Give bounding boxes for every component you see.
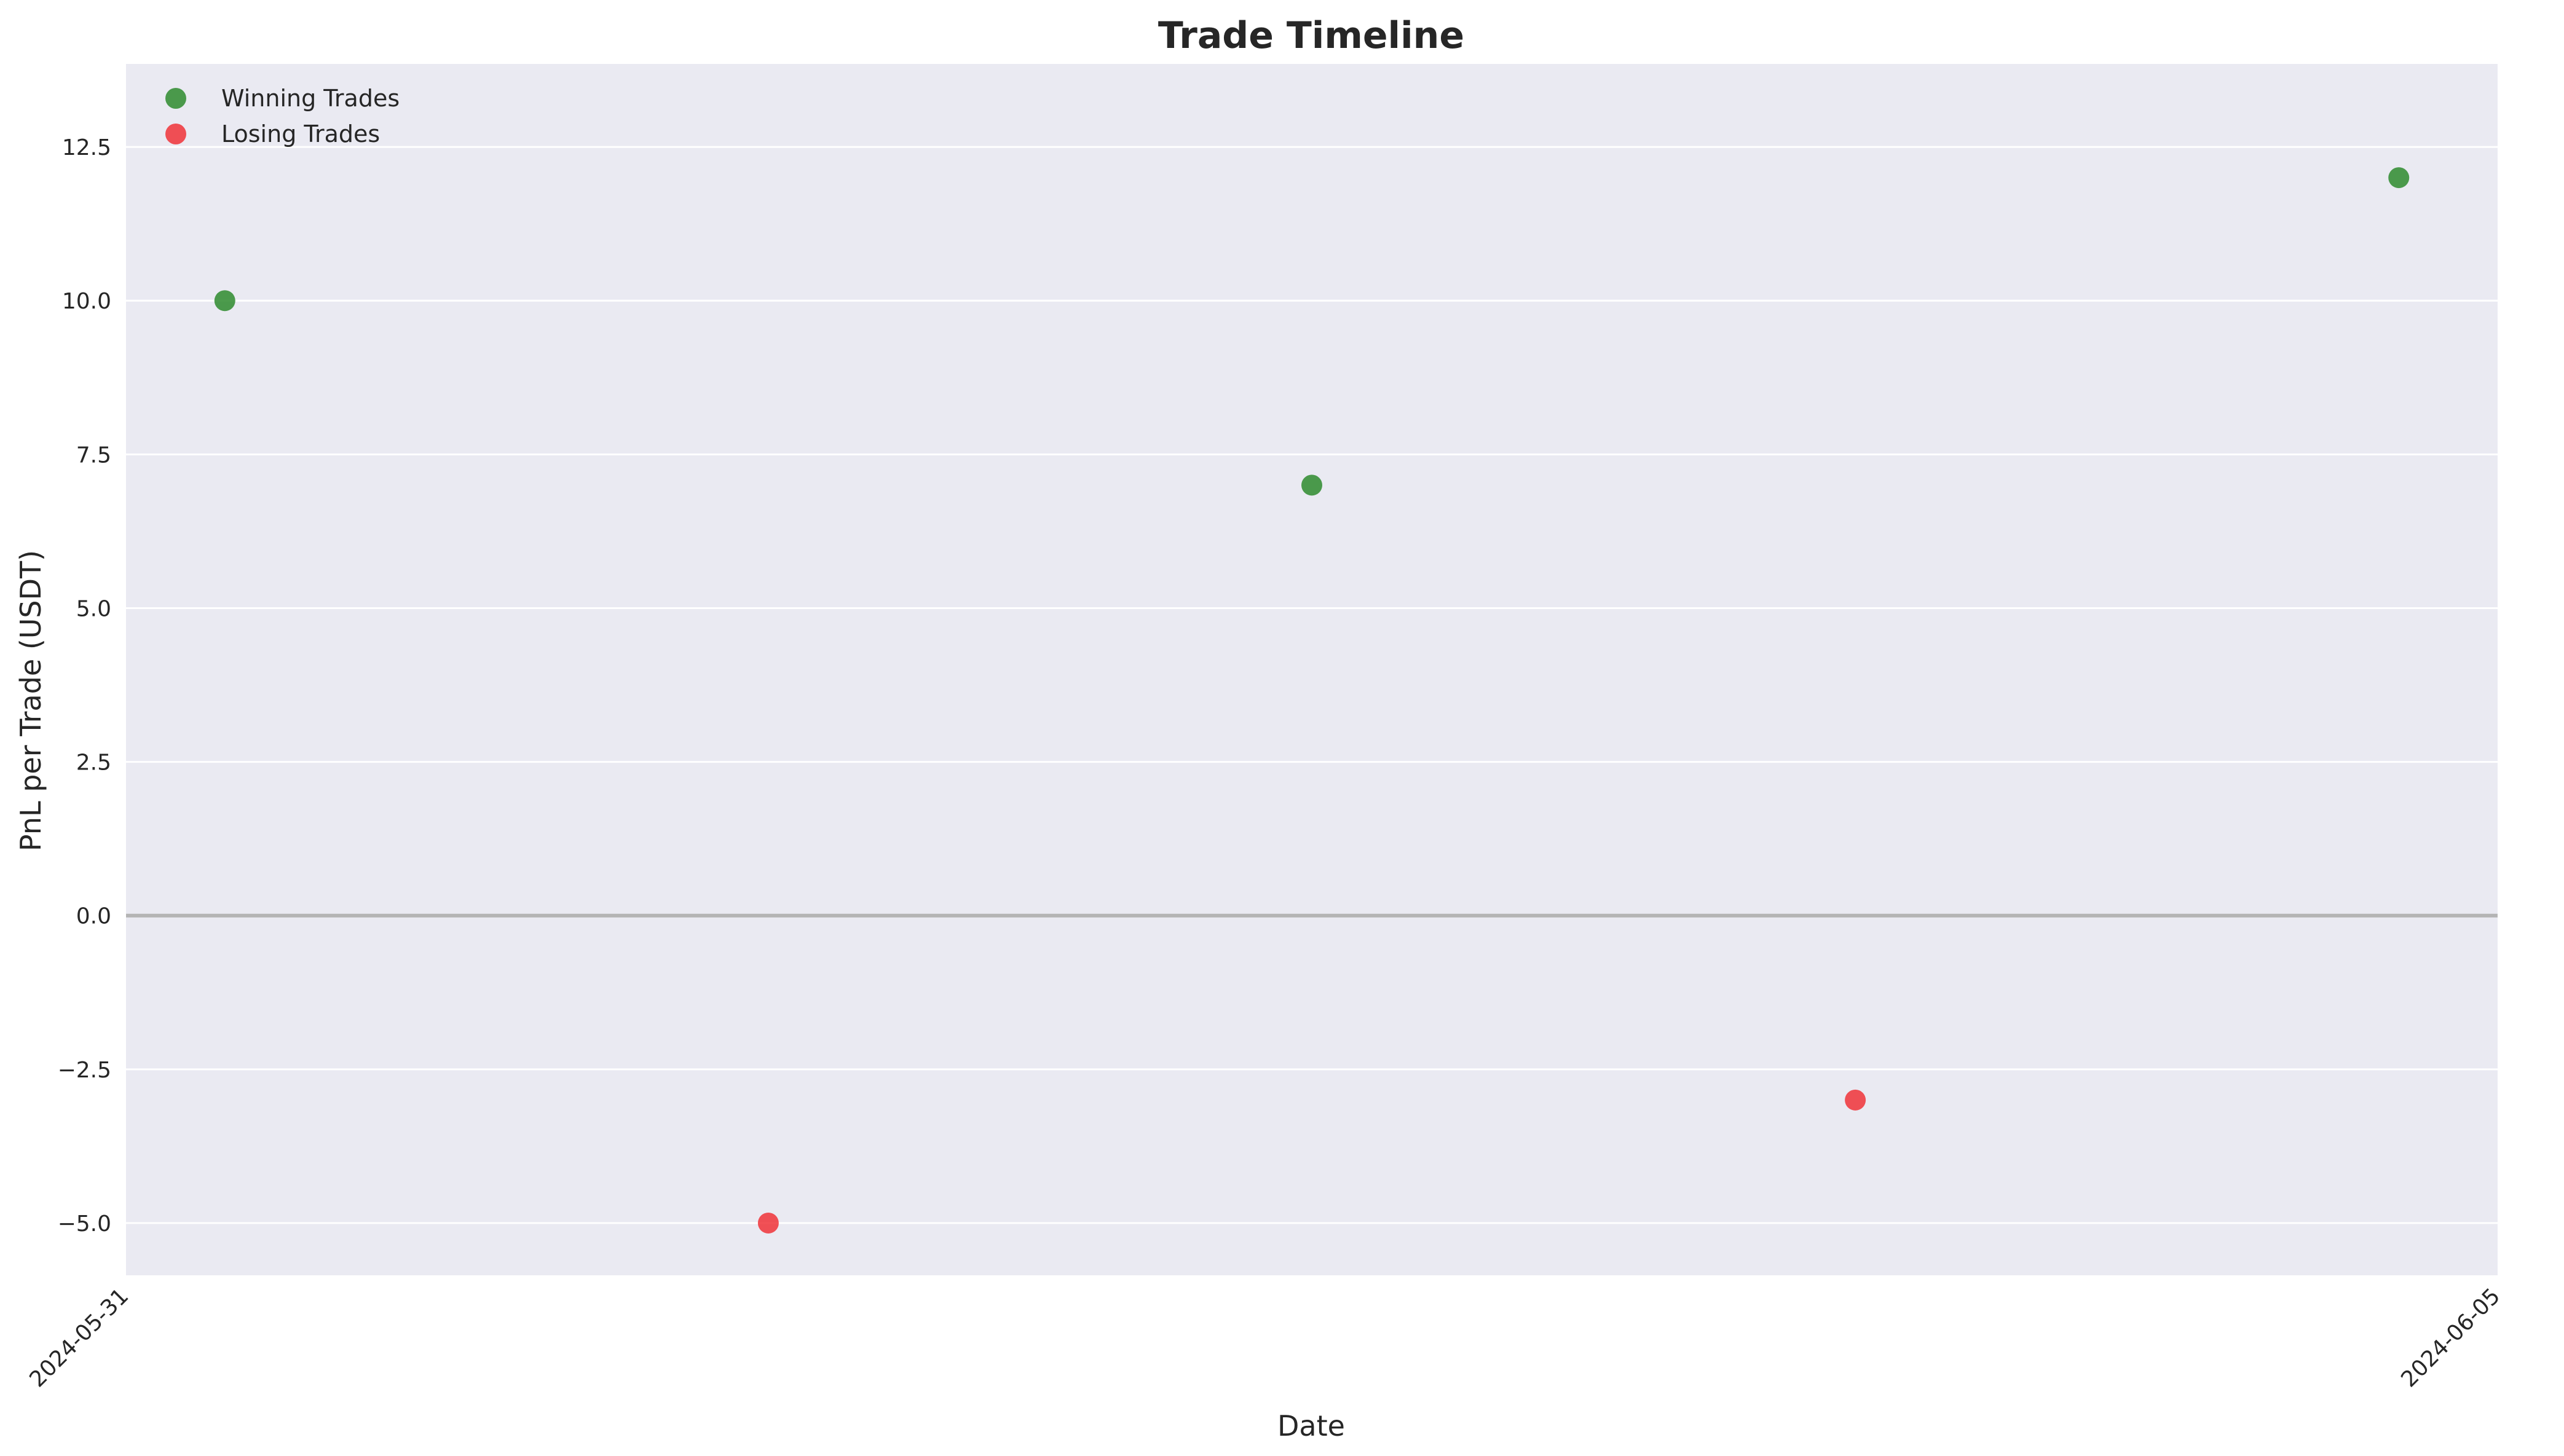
legend-marker-winning [165,88,186,109]
y-axis-label: PnL per Trade (USDT) [14,550,47,851]
x-axis-label: Date [1277,1409,1345,1442]
y-tick-label: −5.0 [58,1211,111,1237]
legend-label-losing: Losing Trades [221,120,380,148]
y-tick-label: 5.0 [76,596,111,621]
y-tick-label: 7.5 [76,443,111,468]
winning-trade-point [214,290,235,312]
losing-trade-point [757,1212,779,1234]
plot-background [126,64,2498,1275]
y-tick-label: 0.0 [76,904,111,929]
y-tick-label: 12.5 [62,135,111,160]
data-points [214,167,2410,1234]
x-tick-label: 2024-06-05 [2396,1283,2505,1392]
legend: Winning Trades Losing Trades [165,85,400,148]
x-tick-label: 2024-05-31 [25,1283,133,1392]
legend-label-winning: Winning Trades [221,85,400,112]
y-tick-label: −2.5 [58,1058,111,1083]
y-tick-label: 2.5 [76,750,111,776]
y-tick-labels: −5.0 −2.5 0.0 2.5 5.0 7.5 10.0 12.5 [58,135,111,1237]
losing-trade-point [1845,1089,1866,1111]
chart-title: Trade Timeline [1158,14,1464,57]
winning-trade-point [1301,474,1322,496]
legend-marker-losing [165,124,186,144]
winning-trade-point [2388,167,2410,189]
y-tick-label: 10.0 [62,289,111,314]
x-tick-labels: 2024-05-31 2024-06-05 [25,1283,2505,1392]
